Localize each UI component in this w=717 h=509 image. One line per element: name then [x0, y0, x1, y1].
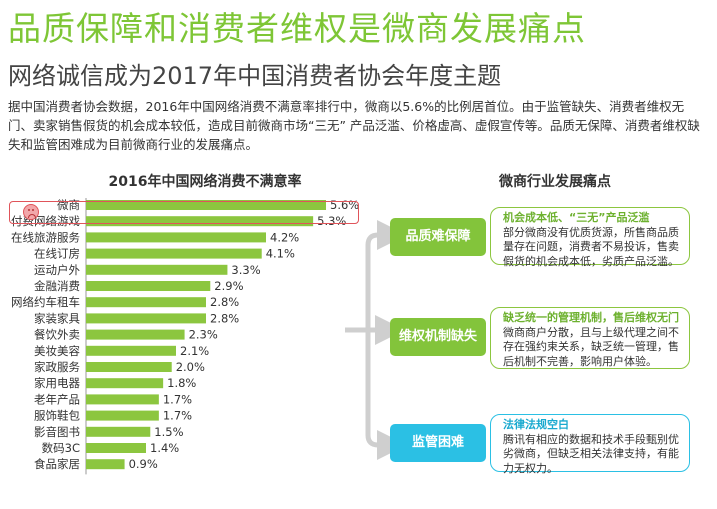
bar — [86, 410, 159, 421]
bar — [86, 378, 164, 389]
value-label: 2.0% — [176, 360, 205, 374]
bar — [86, 459, 125, 470]
category-label: 服饰鞋包 — [34, 409, 80, 423]
bar — [86, 313, 206, 324]
bar — [86, 200, 326, 210]
card-quality-heading: 机会成本低、“三无”产品泛滥 — [503, 211, 650, 224]
branch-arrows — [345, 220, 400, 460]
category-label: 家用电器 — [34, 376, 80, 390]
card-rights-text: 微商商户分散，且与上级代理之间不存在强约束关系，缺乏统一管理，售后机制不完善，影… — [503, 325, 679, 368]
category-label: 影音图书 — [34, 425, 80, 439]
highlight-box — [9, 201, 359, 224]
value-label: 2.8% — [210, 295, 239, 309]
bar — [86, 329, 185, 340]
sad-face-icon — [23, 204, 39, 220]
value-label: 3.3% — [231, 263, 260, 277]
category-label: 家装家具 — [34, 311, 80, 325]
bar — [86, 345, 176, 356]
value-label: 2.9% — [214, 279, 243, 293]
bar — [86, 394, 159, 405]
pain-points-title: 微商行业发展痛点 — [499, 174, 611, 190]
value-label: 5.3% — [317, 214, 346, 228]
value-label: 2.1% — [180, 344, 209, 358]
arrow-top — [365, 220, 400, 330]
bar — [86, 232, 266, 243]
card-regulation-text: 腾讯有相应的数据和技术手段甄别优劣微商，但缺乏相关法律支持，有能力无权力。 — [503, 432, 679, 475]
value-label: 1.4% — [150, 441, 179, 455]
value-label: 1.8% — [167, 376, 196, 390]
category-label: 在线旅游服务 — [11, 230, 80, 244]
page-title: 品质保障和消费者维权是微商发展痛点 — [8, 9, 586, 48]
category-label: 运动户外 — [34, 263, 80, 277]
category-label: 餐饮外卖 — [34, 328, 80, 342]
value-label: 0.9% — [129, 457, 158, 471]
category-label: 老年产品 — [34, 392, 80, 406]
bar — [86, 216, 314, 227]
intro-paragraph: 据中国消费者协会数据，2016年中国网络消费不满意率排行中，微商以5.6%的比例… — [8, 99, 700, 152]
category-label: 美妆美容 — [34, 344, 80, 358]
chart-title: 2016年中国网络消费不满意率 — [108, 174, 302, 190]
bar — [86, 443, 146, 453]
value-label: 4.1% — [266, 247, 295, 261]
pill-regulation: 监管困难 — [390, 424, 486, 462]
bar — [86, 264, 228, 275]
card-quality: 机会成本低、“三无”产品泛滥 部分微商没有优质货源，所售商品质量存在问题，消费者… — [490, 207, 690, 268]
value-label: 2.3% — [189, 328, 218, 342]
category-label: 家政服务 — [34, 360, 80, 374]
category-label: 食品家居 — [34, 457, 80, 471]
value-label: 1.5% — [154, 425, 183, 439]
value-label: 4.2% — [270, 230, 299, 244]
bar — [86, 426, 151, 437]
card-regulation-heading: 法律法规空白 — [503, 418, 569, 431]
card-quality-text: 部分微商没有优质货源，所售商品质量存在问题，消费者不易投诉，售卖假货的机会成本低… — [503, 225, 679, 268]
bar — [86, 248, 262, 259]
category-label: 金融消费 — [34, 279, 80, 293]
card-rights: 缺乏统一的管理机制，售后维权无门 微商商户分散，且与上级代理之间不存在强约束关系… — [490, 307, 690, 369]
category-label: 网络约车租车 — [11, 295, 80, 309]
value-label: 1.7% — [163, 409, 192, 423]
card-regulation: 法律法规空白 腾讯有相应的数据和技术手段甄别优劣微商，但缺乏相关法律支持，有能力… — [490, 414, 690, 475]
bar — [86, 281, 211, 291]
value-label: 2.8% — [210, 311, 239, 325]
card-rights-heading: 缺乏统一的管理机制，售后维权无门 — [503, 311, 679, 324]
value-label: 1.7% — [163, 392, 192, 406]
bar — [86, 362, 172, 372]
category-label: 在线订房 — [34, 247, 80, 261]
arrow-bottom — [365, 330, 400, 460]
category-label: 数码3C — [42, 441, 80, 455]
pill-quality: 品质难保障 — [390, 218, 486, 256]
pill-rights: 维权机制缺失 — [390, 318, 486, 356]
bar-chart: 微商 5.6%付费网络游戏 5.3%在线旅游服务 4.2%在线订房 4.1%运动户外 3.… — [11, 198, 359, 475]
bar — [86, 297, 206, 308]
page-subtitle: 网络诚信成为2017年中国消费者协会年度主题 — [8, 62, 502, 90]
